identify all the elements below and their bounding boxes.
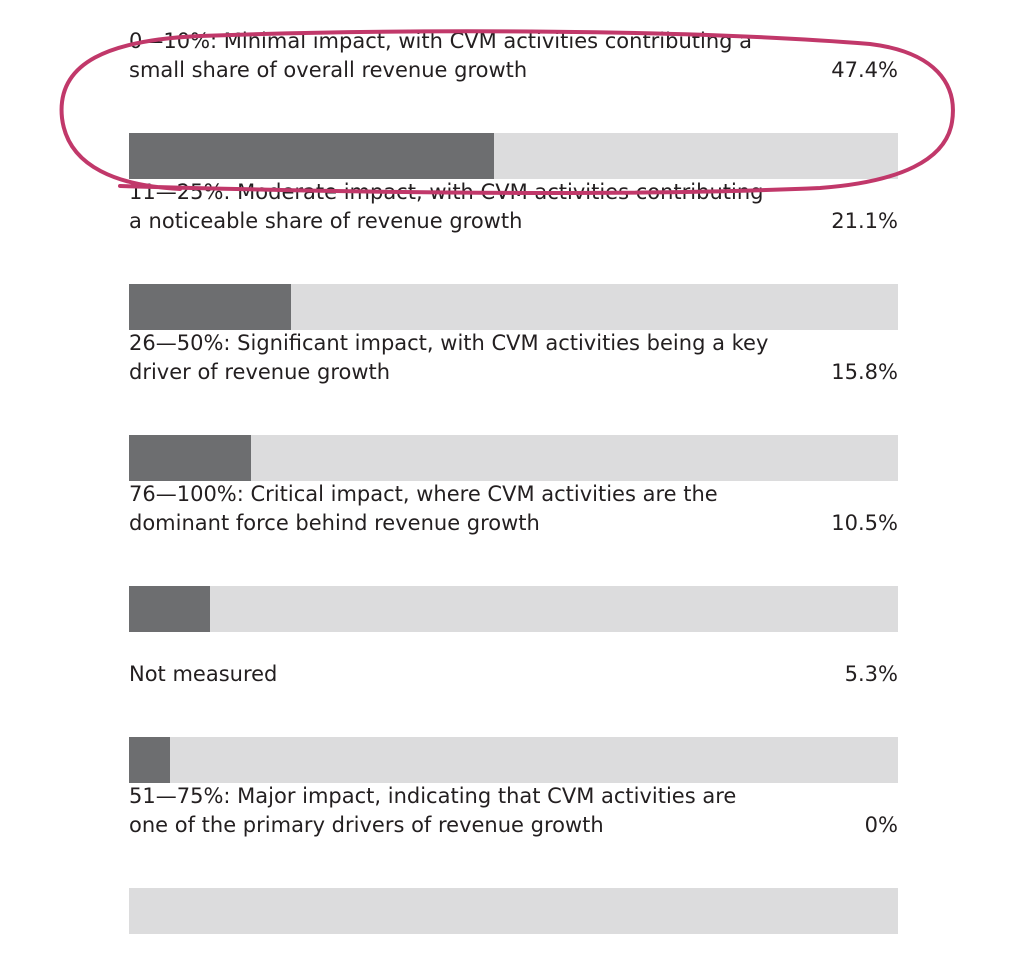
category-label: 76—100%: Critical impact, where CVM acti…	[129, 482, 718, 535]
bar-fill	[129, 435, 251, 481]
value-label: 21.1%	[831, 209, 898, 233]
bar-track	[129, 586, 898, 632]
bar-track	[129, 737, 898, 783]
chart-row: Not measured 5.3%	[129, 633, 898, 783]
chart-row: 0—10%: Minimal impact, with CVM activiti…	[129, 29, 898, 179]
category-label: 0—10%: Minimal impact, with CVM activiti…	[129, 29, 753, 82]
category-label: 11—25%: Moderate impact, with CVM activi…	[129, 180, 764, 233]
category-label: 51—75%: Major impact, indicating that CV…	[129, 784, 737, 837]
value-label: 5.3%	[844, 662, 898, 686]
value-label: 15.8%	[831, 360, 898, 384]
bar-fill	[129, 284, 292, 330]
value-label: 0%	[864, 813, 898, 837]
bar-track	[129, 435, 898, 481]
bar-fill	[129, 737, 170, 783]
bar-fill	[129, 133, 494, 179]
value-label: 47.4%	[831, 58, 898, 82]
value-label: 10.5%	[831, 511, 898, 535]
category-label: 26—50%: Significant impact, with CVM act…	[129, 331, 769, 384]
chart-row: 51—75%: Major impact, indicating that CV…	[129, 784, 898, 934]
bar-track	[129, 284, 898, 330]
bar-track	[129, 888, 898, 934]
chart-row: 26—50%: Significant impact, with CVM act…	[129, 331, 898, 481]
chart-row: 76—100%: Critical impact, where CVM acti…	[129, 482, 898, 632]
category-label: Not measured	[129, 662, 278, 686]
bar-fill	[129, 586, 210, 632]
chart-row: 11—25%: Moderate impact, with CVM activi…	[129, 180, 898, 330]
bar-track	[129, 133, 898, 179]
